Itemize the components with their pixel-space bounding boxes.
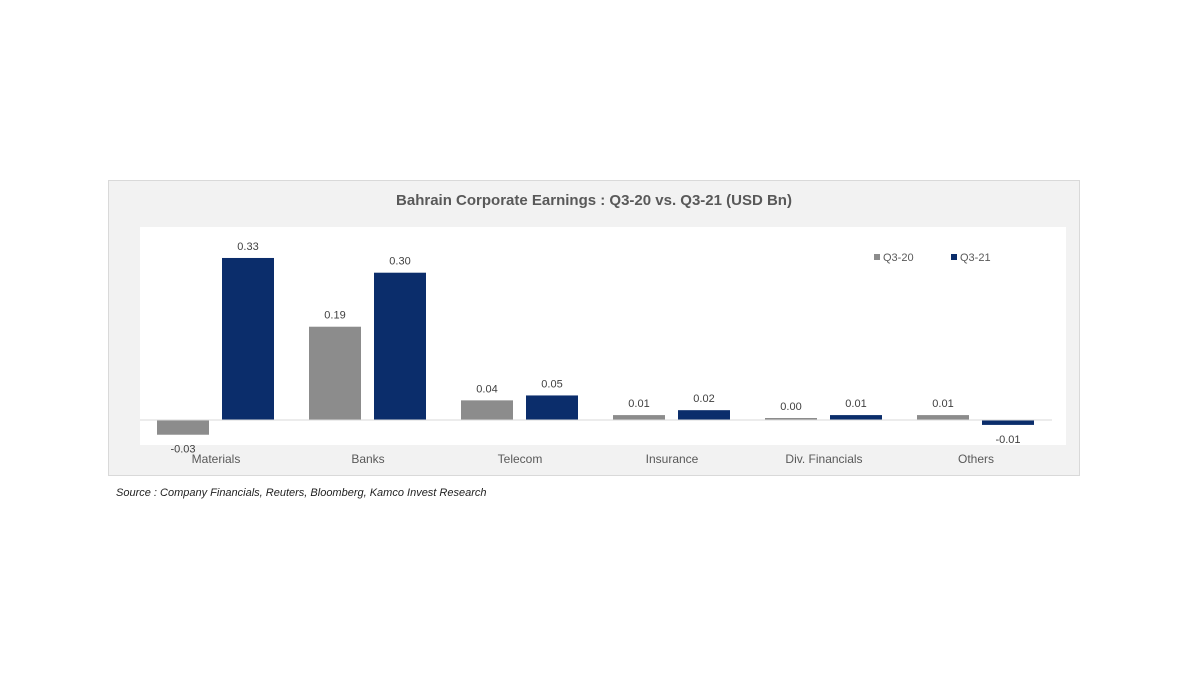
- data-label: 0.19: [324, 310, 345, 322]
- data-label: 0.00: [780, 401, 801, 413]
- bar-q3-20-banks: [309, 326, 361, 420]
- bar-q3-21-insurance: [678, 410, 730, 420]
- data-label: 0.01: [845, 398, 866, 410]
- category-label: Telecom: [498, 452, 543, 466]
- bar-q3-20-insurance: [613, 415, 665, 420]
- data-label: 0.01: [628, 398, 649, 410]
- bar-q3-21-div-financials: [830, 415, 882, 420]
- category-label: Insurance: [646, 452, 699, 466]
- data-label: 0.30: [389, 256, 410, 268]
- data-label: 0.01: [932, 398, 953, 410]
- bar-q3-21-telecom: [526, 395, 578, 420]
- data-label: 0.02: [693, 393, 714, 405]
- bar-q3-20-div-financials: [765, 418, 817, 420]
- legend-label-q3-21: Q3-21: [960, 252, 991, 264]
- bar-q3-21-materials: [222, 257, 274, 420]
- data-label: 0.05: [541, 378, 562, 390]
- category-label: Banks: [351, 452, 384, 466]
- data-label: -0.03: [170, 444, 195, 456]
- bar-q3-20-others: [917, 415, 969, 420]
- category-label: Div. Financials: [785, 452, 862, 466]
- source-note: Source : Company Financials, Reuters, Bl…: [116, 487, 487, 499]
- data-label: -0.01: [995, 434, 1020, 446]
- category-label: Others: [958, 452, 994, 466]
- bar-q3-20-materials: [157, 420, 209, 435]
- category-label: Materials: [192, 452, 241, 466]
- data-label: 0.04: [476, 383, 497, 395]
- chart-title: Bahrain Corporate Earnings : Q3-20 vs. Q…: [396, 192, 792, 209]
- legend-label-q3-20: Q3-20: [883, 252, 914, 264]
- legend-swatch-q3-21: [951, 254, 957, 260]
- bar-q3-21-banks: [374, 272, 426, 420]
- bar-q3-21-others: [982, 420, 1034, 425]
- data-label: 0.33: [237, 241, 258, 253]
- legend-swatch-q3-20: [874, 254, 880, 260]
- bar-q3-20-telecom: [461, 400, 513, 420]
- plot-area: [140, 227, 1066, 445]
